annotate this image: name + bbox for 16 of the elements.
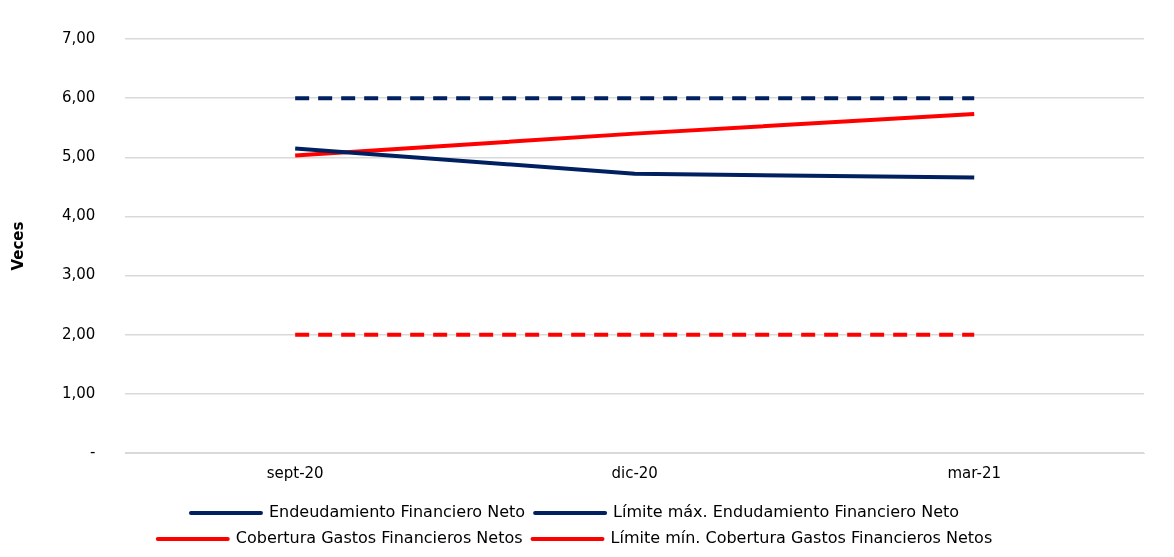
- x-tick-label: dic-20: [611, 463, 658, 482]
- y-tick-label: 2,00: [61, 324, 96, 343]
- legend-label: Cobertura Gastos Financieros Netos: [235, 528, 523, 548]
- y-tick-label: -: [89, 442, 96, 461]
- legend-label: Límite máx. Endudamiento Financiero Neto: [613, 502, 960, 522]
- legend-label: Límite mín. Cobertura Gastos Financieros Netos: [610, 528, 993, 548]
- y-axis-title: Veces: [8, 221, 27, 271]
- y-tick-label: 4,00: [61, 206, 96, 225]
- y-tick-label: 5,00: [61, 147, 96, 166]
- x-tick-label: mar-21: [947, 463, 1001, 482]
- y-tick-label: 1,00: [61, 383, 96, 402]
- y-tick-label: 3,00: [61, 265, 96, 284]
- y-tick-label: 7,00: [61, 28, 96, 47]
- legend-label: Endeudamiento Financiero Neto: [268, 502, 526, 522]
- x-tick-label: sept-20: [266, 463, 324, 482]
- y-tick-label: 6,00: [61, 88, 96, 107]
